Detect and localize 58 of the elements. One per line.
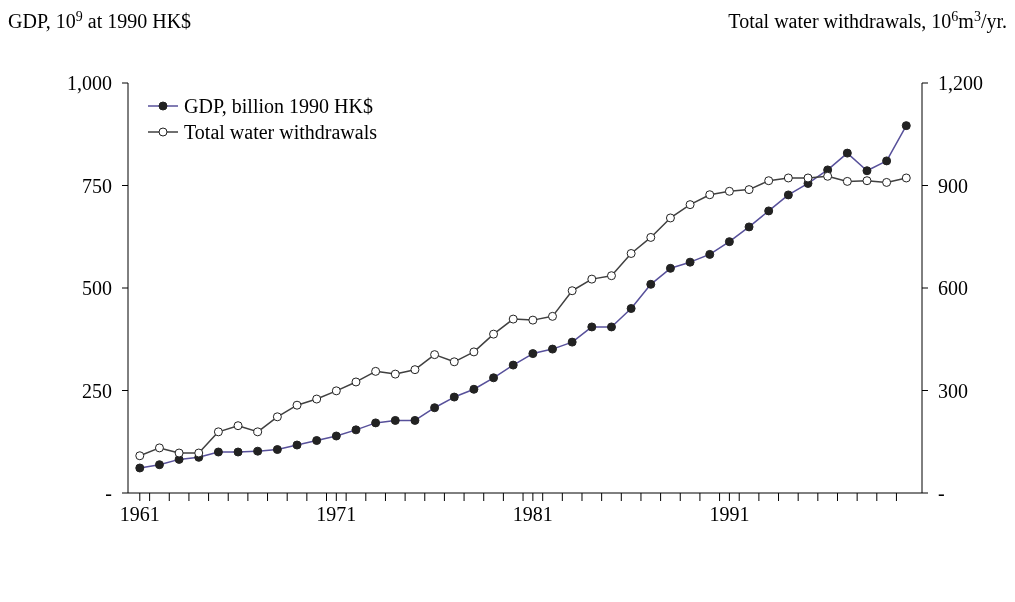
point — [823, 171, 833, 181]
legend-label: Total water withdrawals — [184, 120, 377, 144]
point — [272, 412, 282, 422]
point — [351, 377, 361, 387]
point — [646, 232, 656, 242]
y-tick-label: 1,000 — [67, 72, 112, 95]
point — [548, 311, 558, 321]
y2-axis-title: Total water withdrawals, 10$^{6}$m$^{3}$/yr. — [728, 8, 1007, 33]
point — [626, 248, 636, 258]
point — [882, 177, 892, 187]
point — [705, 190, 715, 200]
point — [469, 347, 479, 357]
point — [508, 314, 518, 324]
point — [390, 369, 400, 379]
point — [528, 315, 538, 325]
y-axis-title: GDP, 10$^{9}$ at 1990 HK$ — [8, 8, 192, 32]
point — [744, 185, 754, 195]
point — [233, 421, 243, 431]
point — [331, 386, 341, 396]
point — [862, 176, 872, 186]
point — [312, 394, 322, 404]
point — [154, 443, 164, 453]
point — [764, 176, 774, 186]
point — [685, 200, 695, 210]
point — [213, 427, 223, 437]
point — [174, 448, 184, 458]
y2-tick-label: 600 — [938, 277, 968, 300]
point — [292, 400, 302, 410]
point — [606, 271, 616, 281]
point — [194, 448, 204, 458]
point — [842, 176, 852, 186]
x-tick-label: 1961 — [119, 503, 160, 526]
y2-tick-label: - — [938, 482, 945, 505]
point — [803, 173, 813, 183]
y2-tick-label: 900 — [938, 174, 968, 197]
point — [449, 357, 459, 367]
point — [430, 350, 440, 360]
point — [253, 427, 263, 437]
y-tick-label: 750 — [82, 174, 112, 197]
x-tick-label: 1971 — [316, 503, 357, 526]
y2-tick-label: 1,200 — [938, 72, 983, 95]
point — [567, 286, 577, 296]
point — [135, 451, 145, 461]
y-tick-label: - — [105, 482, 112, 505]
point — [587, 274, 597, 284]
point — [901, 173, 911, 183]
legend-label: GDP, billion 1990 HK$ — [184, 94, 373, 118]
point — [489, 329, 499, 339]
x-tick-label: 1981 — [512, 503, 553, 526]
point — [410, 365, 420, 375]
point — [724, 186, 734, 196]
point — [665, 213, 675, 223]
x-tick-label: 1991 — [709, 503, 750, 526]
point — [371, 366, 381, 376]
y-tick-label: 500 — [82, 277, 112, 300]
y-tick-label: 250 — [82, 379, 112, 402]
point — [783, 173, 793, 183]
y2-tick-label: 300 — [938, 379, 968, 402]
